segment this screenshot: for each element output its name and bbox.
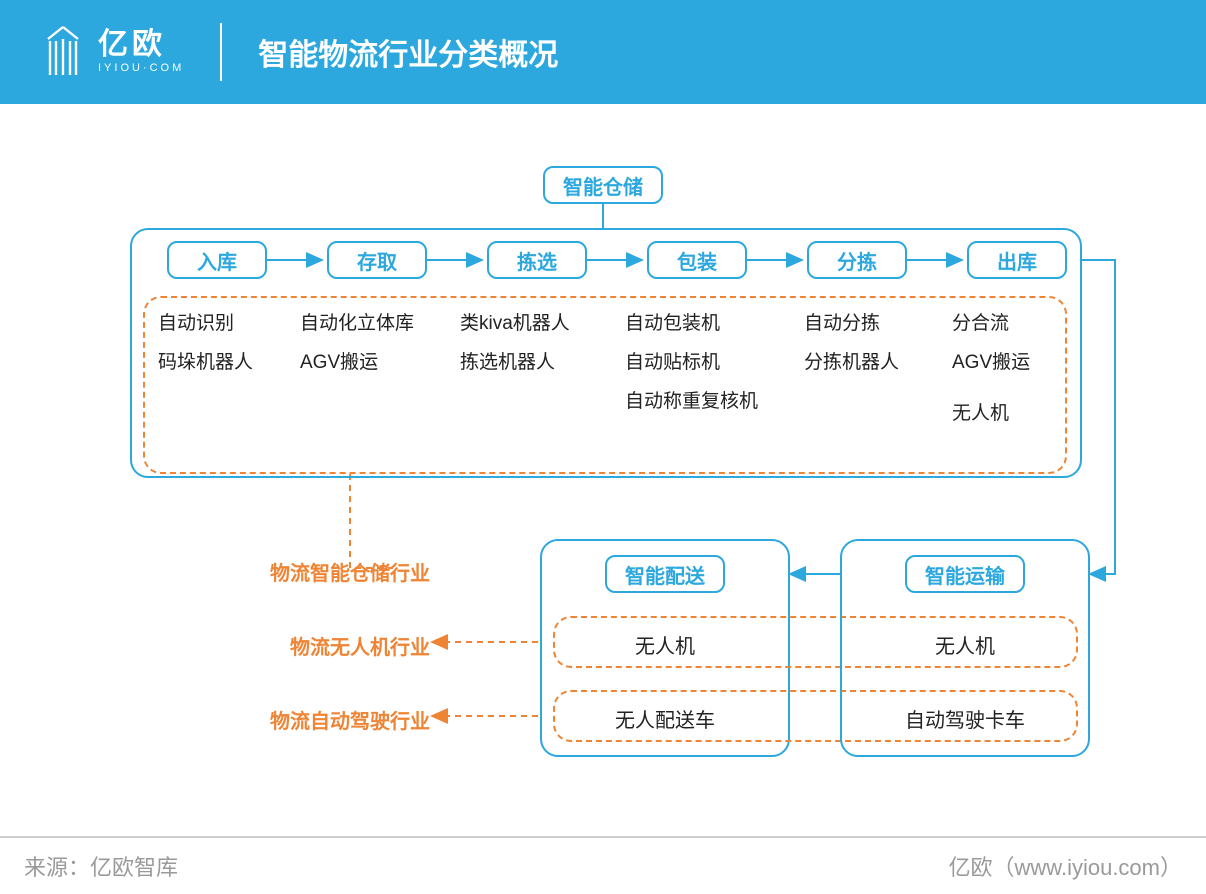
tech-col-2: 类kiva机器人 拣选机器人 bbox=[460, 314, 610, 392]
footer-brand: 亿欧（www.iyiou.com） bbox=[949, 850, 1183, 882]
tech-item: AGV搬运 bbox=[952, 353, 1062, 374]
tech-col-0: 自动识别 码垛机器人 bbox=[158, 314, 288, 392]
tech-item: 分拣机器人 bbox=[804, 353, 934, 374]
tech-item: 无人机 bbox=[952, 404, 1062, 425]
tech-col-1: 自动化立体库 AGV搬运 bbox=[300, 314, 440, 392]
industry-drone: 物流无人机行业 bbox=[220, 631, 430, 660]
tech-col-3: 自动包装机 自动贴标机 自动称重复核机 bbox=[625, 314, 790, 431]
logo: 亿欧 IYIOU·COM bbox=[40, 25, 184, 79]
diagram: 智能仓储 入库 存取 拣选 包装 分拣 出库 自动识别 码垛机器人 自动化立体库… bbox=[0, 104, 1206, 784]
step-inbound: 入库 bbox=[167, 241, 267, 279]
tech-item: 自动化立体库 bbox=[300, 314, 440, 335]
tech-item: 类kiva机器人 bbox=[460, 314, 610, 335]
step-picking: 拣选 bbox=[487, 241, 587, 279]
tech-item: 自动包装机 bbox=[625, 314, 790, 335]
delivery-item-0: 无人机 bbox=[540, 630, 790, 659]
tech-item: 自动贴标机 bbox=[625, 353, 790, 374]
industry-warehouse: 物流智能仓储行业 bbox=[220, 557, 430, 586]
logo-text-cn: 亿欧 bbox=[98, 30, 184, 60]
logo-icon bbox=[40, 25, 86, 79]
footer: 来源：亿欧智库 亿欧（www.iyiou.com） bbox=[0, 836, 1206, 894]
tech-item: 分合流 bbox=[952, 314, 1062, 335]
header-divider bbox=[220, 23, 222, 81]
step-packing: 包装 bbox=[647, 241, 747, 279]
transport-item-0: 无人机 bbox=[840, 630, 1090, 659]
delivery-item-1: 无人配送车 bbox=[540, 704, 790, 733]
tech-col-5: 分合流 AGV搬运 无人机 bbox=[952, 314, 1062, 443]
tech-item: AGV搬运 bbox=[300, 353, 440, 374]
tech-item: 拣选机器人 bbox=[460, 353, 610, 374]
tech-item: 码垛机器人 bbox=[158, 353, 288, 374]
logo-text-en: IYIOU·COM bbox=[98, 62, 184, 74]
step-outbound: 出库 bbox=[967, 241, 1067, 279]
footer-brand-name: 亿欧 bbox=[949, 855, 993, 880]
footer-source: 来源：亿欧智库 bbox=[24, 850, 178, 882]
tech-item: 自动称重复核机 bbox=[625, 392, 790, 413]
category-transport: 智能运输 bbox=[905, 555, 1025, 593]
footer-url: （www.iyiou.com） bbox=[993, 855, 1182, 880]
tech-item: 自动识别 bbox=[158, 314, 288, 335]
industry-autonomous: 物流自动驾驶行业 bbox=[220, 705, 430, 734]
transport-item-1: 自动驾驶卡车 bbox=[840, 704, 1090, 733]
header: 亿欧 IYIOU·COM 智能物流行业分类概况 bbox=[0, 0, 1206, 104]
step-sorting: 分拣 bbox=[807, 241, 907, 279]
category-delivery: 智能配送 bbox=[605, 555, 725, 593]
tech-item: 自动分拣 bbox=[804, 314, 934, 335]
step-storage: 存取 bbox=[327, 241, 427, 279]
tech-col-4: 自动分拣 分拣机器人 bbox=[804, 314, 934, 392]
category-warehouse: 智能仓储 bbox=[543, 166, 663, 204]
page-title: 智能物流行业分类概况 bbox=[258, 30, 558, 74]
